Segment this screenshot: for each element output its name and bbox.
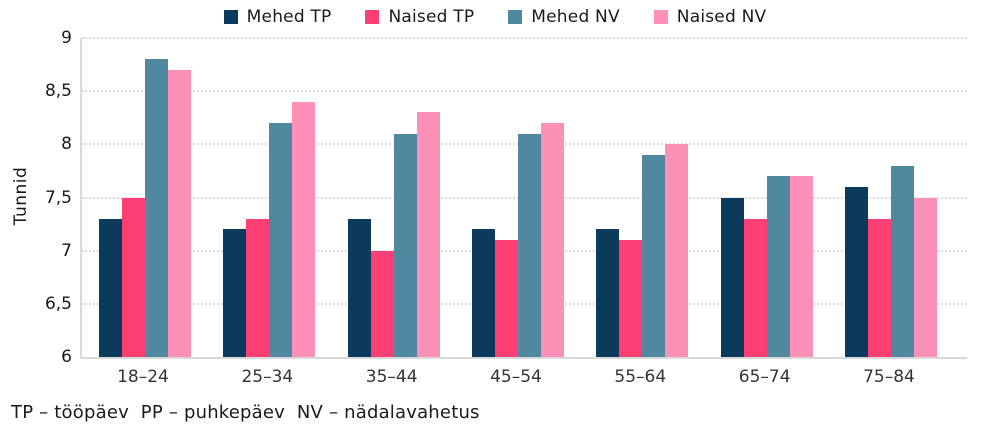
y-tick-label: 6,5 [44, 293, 72, 314]
legend-item-mehed-nv: Mehed NV [508, 7, 620, 27]
bar-naised-tp [619, 240, 643, 357]
bar-mehed-tp [471, 229, 495, 357]
bar-group-55-64 [596, 144, 689, 357]
legend-swatch-icon [653, 10, 668, 24]
x-axis-label: 65–74 [738, 367, 791, 387]
x-axis-label: 25–34 [241, 367, 294, 387]
bar-mehed-tp [347, 218, 371, 357]
x-axis-label: 35–44 [365, 367, 418, 387]
legend-label: Mehed TP [246, 7, 332, 27]
legend-label: Naised TP [388, 7, 475, 27]
chart-legend: Mehed TP Naised TP Mehed NV Naised NV [0, 7, 990, 27]
bar-mehed-nv [517, 133, 541, 357]
bar-mehed-tp [99, 218, 122, 357]
bar-naised-nv [913, 197, 937, 357]
bar-mehed-nv [642, 155, 666, 357]
bar-group-75-84 [844, 165, 937, 357]
bar-naised-tp [246, 218, 270, 357]
bar-naised-tp [494, 240, 518, 357]
bar-group-45-54 [471, 123, 564, 357]
bar-naised-nv [416, 112, 440, 357]
bar-mehed-tp [223, 229, 247, 357]
bar-naised-nv [292, 101, 316, 357]
bar-naised-tp [122, 197, 145, 357]
legend-label: Naised NV [676, 7, 767, 27]
bar-naised-nv [540, 123, 564, 357]
abbreviation-footnote: TP – tööpäev PP – puhkepäev NV – nädalav… [11, 402, 480, 423]
x-axis-label: 18–24 [117, 367, 169, 387]
bar-mehed-nv [269, 123, 293, 357]
bar-mehed-nv [145, 59, 168, 357]
bar-mehed-tp [596, 229, 620, 357]
x-axis-label: 45–54 [490, 367, 542, 387]
bar-naised-tp [370, 250, 394, 357]
y-tick-label: 9 [61, 28, 72, 48]
legend-swatch-icon [365, 10, 380, 24]
legend-item-naised-nv: Naised NV [653, 7, 767, 27]
legend-swatch-icon [223, 10, 238, 24]
x-axis-label: 55–64 [614, 367, 667, 387]
bar-mehed-nv [890, 165, 914, 357]
bar-mehed-nv [766, 176, 790, 357]
legend-item-naised-tp: Naised TP [365, 7, 474, 27]
bar-group-18-24 [99, 59, 191, 357]
bar-naised-nv [168, 69, 191, 357]
x-axis-label: 75–84 [863, 367, 915, 387]
y-axis-title: Tunnid [11, 166, 31, 226]
bar-group-35-44 [347, 112, 440, 357]
bar-naised-nv [665, 144, 689, 357]
y-tick-label: 7,5 [44, 187, 72, 208]
y-tick-label: 8,5 [44, 81, 72, 102]
bar-naised-nv [789, 176, 813, 357]
bar-group-65-74 [720, 176, 813, 357]
bar-naised-tp [867, 218, 891, 357]
bar-naised-tp [743, 218, 767, 357]
y-tick-label: 7 [61, 240, 72, 261]
bar-mehed-tp [720, 197, 744, 357]
legend-label: Mehed NV [531, 7, 620, 27]
legend-swatch-icon [508, 10, 523, 24]
gridline [82, 90, 967, 93]
y-tick-label: 6 [61, 347, 72, 367]
legend-item-mehed-tp: Mehed TP [223, 7, 332, 27]
y-tick-label: 8 [61, 134, 72, 155]
plot-area [80, 37, 967, 359]
gridline [82, 37, 967, 39]
bar-mehed-nv [393, 133, 417, 357]
bar-mehed-tp [844, 186, 868, 357]
bar-group-25-34 [223, 101, 316, 357]
